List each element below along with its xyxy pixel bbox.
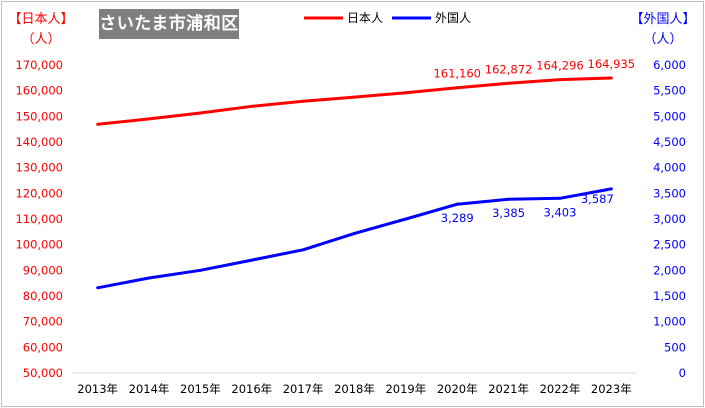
data-point-japanese [147, 117, 151, 121]
data-label-foreign: 3,403 [543, 205, 576, 219]
series-line-foreign [97, 187, 612, 290]
data-point-foreign [353, 231, 356, 235]
right-axis-tick-label: 2,500 [653, 238, 686, 252]
right-axis-tick-label: 500 [664, 340, 686, 354]
data-label-japanese: 162,872 [485, 62, 533, 76]
left-axis-title-line2: （人） [21, 32, 61, 47]
area-badge: さいたま市浦和区 [99, 9, 239, 39]
data-point-foreign [558, 196, 562, 200]
right-axis-tick-label: 0 [679, 366, 686, 380]
left-axis-tick-label: 120,000 [15, 186, 63, 200]
x-axis-tick-label: 2020年 [437, 382, 478, 396]
data-label-foreign: 3,385 [492, 206, 525, 220]
data-label-japanese: 164,296 [536, 59, 584, 73]
x-axis-tick-label: 2015年 [180, 382, 221, 396]
x-axis-tick-label: 2016年 [231, 382, 272, 396]
data-point-foreign [404, 217, 408, 221]
left-axis-tick-label: 50,000 [23, 366, 63, 380]
right-axis-tick-label: 2,000 [653, 263, 686, 277]
data-point-japanese [198, 111, 202, 115]
right-axis-tick-label: 5,500 [653, 84, 686, 98]
data-point-foreign [301, 248, 305, 252]
x-axis-tick-label: 2019年 [385, 382, 426, 396]
right-axis-title-line1: 【外国人】 [630, 12, 696, 27]
x-axis-tick-label: 2018年 [334, 382, 375, 396]
right-axis-tick-label: 3,500 [653, 186, 686, 200]
data-point-foreign [250, 258, 254, 262]
right-axis-tick-label: 1,500 [653, 289, 686, 303]
data-point-foreign [96, 286, 100, 290]
left-axis-tick-label: 130,000 [15, 161, 63, 175]
data-point-japanese [404, 91, 408, 95]
data-point-japanese [507, 81, 511, 85]
left-axis-tick-label: 140,000 [15, 135, 63, 149]
right-axis-title: 【外国人】 （人） [630, 10, 696, 50]
x-axis-tick-label: 2014年 [129, 382, 170, 396]
x-axis-tick-label: 2017年 [283, 382, 324, 396]
data-label-japanese: 164,935 [588, 57, 636, 71]
data-point-japanese [353, 95, 356, 99]
data-point-japanese [609, 76, 613, 80]
data-point-foreign [147, 276, 151, 280]
right-axis-tick-label: 6,000 [653, 58, 686, 72]
data-point-japanese [250, 104, 254, 108]
data-point-foreign [507, 197, 511, 201]
data-point-japanese [455, 86, 459, 90]
legend-label-foreign: 外国人 [435, 11, 471, 25]
series-line-japanese [97, 76, 612, 126]
x-axis-tick-label: 2022年 [540, 382, 581, 396]
left-axis-tick-label: 60,000 [23, 340, 63, 354]
right-axis-tick-label: 5,000 [653, 109, 686, 123]
x-axis-tick-label: 2013年 [77, 382, 118, 396]
right-axis-tick-label: 4,500 [653, 135, 686, 149]
left-axis-title-line1: 【日本人】 [8, 12, 74, 27]
left-axis-tick-label: 160,000 [15, 84, 63, 98]
right-axis-title-line2: （人） [643, 32, 683, 47]
left-axis-tick-label: 70,000 [23, 315, 63, 329]
data-label-foreign: 3,587 [581, 192, 614, 206]
left-axis-tick-label: 80,000 [23, 289, 63, 303]
right-axis-tick-label: 4,000 [653, 161, 686, 175]
left-axis-tick-label: 110,000 [15, 212, 63, 226]
legend-label-japanese: 日本人 [347, 11, 383, 25]
data-point-japanese [96, 122, 100, 126]
left-axis-tick-label: 100,000 [15, 238, 63, 252]
x-axis-tick-label: 2023年 [591, 382, 632, 396]
data-point-japanese [558, 78, 562, 82]
left-axis-tick-label: 90,000 [23, 263, 63, 277]
data-label-foreign: 3,289 [441, 211, 474, 225]
left-axis-tick-label: 150,000 [15, 109, 63, 123]
data-point-foreign [609, 187, 613, 191]
right-axis-tick-label: 1,000 [653, 315, 686, 329]
data-point-japanese [301, 99, 305, 103]
x-axis-tick-label: 2021年 [488, 382, 529, 396]
right-axis-tick-label: 3,000 [653, 212, 686, 226]
left-axis-tick-label: 170,000 [15, 58, 63, 72]
data-label-japanese: 161,160 [433, 67, 481, 81]
data-point-foreign [198, 268, 202, 272]
left-axis-title: 【日本人】 （人） [8, 10, 74, 50]
data-point-foreign [455, 202, 459, 206]
